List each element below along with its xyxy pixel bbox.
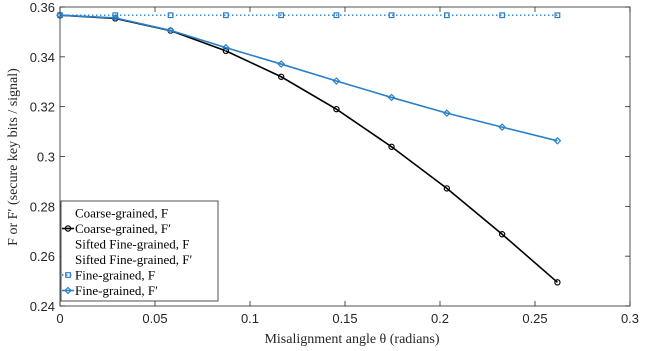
y-tick-label: 0.36	[30, 0, 55, 15]
legend-item: Sifted Fine-grained, F′	[75, 252, 192, 267]
y-tick-label: 0.32	[30, 100, 55, 115]
data-point	[498, 123, 506, 131]
data-point	[499, 12, 506, 19]
legend-label: Sifted Fine-grained, F	[75, 237, 189, 252]
data-point	[222, 43, 230, 52]
x-axis-label: Misalignment angle θ (radians)	[264, 332, 439, 347]
x-tick-label: 0.25	[522, 311, 547, 326]
legend-label: Sifted Fine-grained, F′	[75, 252, 192, 267]
data-point	[277, 60, 286, 68]
x-tick-label: 0.05	[142, 311, 167, 326]
data-point	[388, 143, 395, 150]
legend-marker	[64, 225, 72, 232]
legend-item: Coarse-grained, F	[75, 206, 168, 221]
data-point	[388, 12, 395, 19]
legend-label: Coarse-grained, F	[75, 206, 168, 221]
axes-layer: 0 0.05 0.1 0.15 0.2 0.25 0.3 0.24 0.26 0.28 0.3 0.3…	[30, 0, 639, 326]
data-point	[277, 73, 285, 80]
data-point	[443, 185, 451, 192]
legend-label: Coarse-grained, F′	[75, 221, 171, 236]
y-tick-label: 0.3	[37, 150, 55, 165]
y-axis-label: F or F′ (secure key bits / signal)	[6, 68, 21, 246]
data-point	[333, 12, 340, 19]
x-tick-label: 0.3	[621, 311, 639, 326]
data-point	[167, 12, 174, 19]
data-point	[442, 109, 451, 117]
series-6	[56, 11, 562, 145]
data-point	[111, 14, 120, 22]
legend-label: Fine-grained, F′	[75, 283, 158, 298]
legend-item: Fine-grained, F	[62, 268, 155, 283]
y-tick-label: 0.24	[30, 299, 55, 314]
data-point	[332, 77, 341, 85]
x-tick-label: 0.15	[332, 311, 357, 326]
data-point	[278, 12, 285, 19]
x-tick-label: 0	[56, 311, 63, 326]
y-tick-label: 0.28	[30, 199, 55, 214]
data-point	[333, 105, 340, 113]
x-tick-label: 0.2	[431, 311, 449, 326]
legend-label: Fine-grained, F	[75, 268, 155, 283]
legend-marker	[64, 286, 72, 295]
y-tick-label: 0.34	[30, 50, 55, 65]
data-point	[387, 93, 396, 102]
series-line	[59, 14, 558, 142]
data-point	[554, 12, 561, 19]
data-point	[222, 12, 229, 19]
x-tick-label: 0.1	[241, 311, 259, 326]
legend-marker	[65, 272, 71, 278]
legend-item: Sifted Fine-grained, F	[75, 237, 189, 252]
y-tick-label: 0.26	[30, 249, 55, 264]
legend-item: Coarse-grained, F′	[62, 221, 171, 236]
data-point	[166, 26, 175, 35]
data-point	[443, 12, 450, 19]
legend-box	[60, 200, 219, 302]
series-layer	[56, 11, 562, 286]
data-point	[554, 279, 561, 286]
legend-item: Fine-grained, F′	[62, 283, 158, 298]
data-point	[553, 136, 562, 145]
data-point	[498, 231, 506, 238]
